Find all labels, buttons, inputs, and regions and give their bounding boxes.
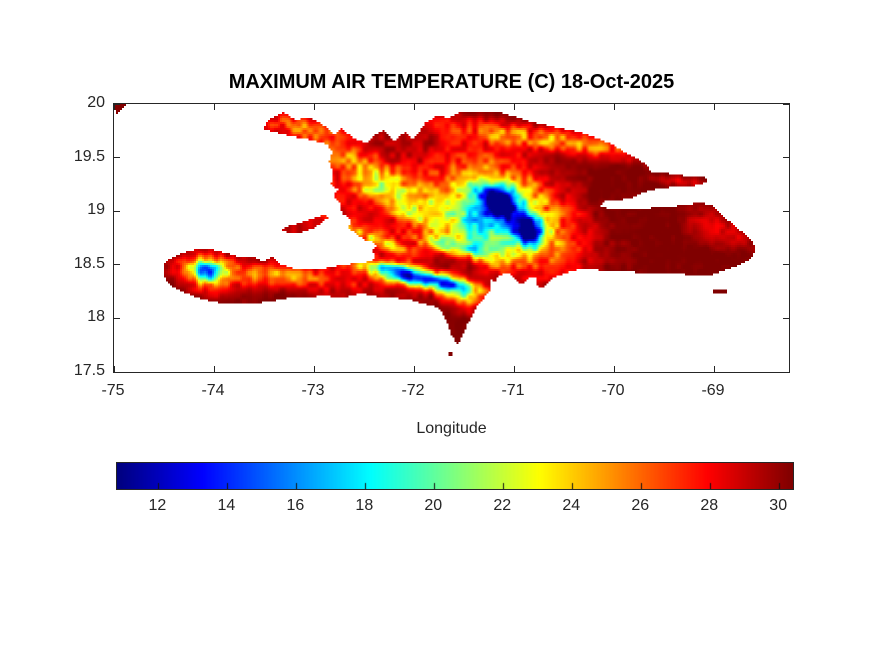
colorbar-tick-label: 24: [562, 497, 581, 514]
x-tick-label: -69: [701, 382, 725, 399]
colorbar-tick-label: 20: [424, 497, 443, 514]
colorbar-tick-label: 26: [631, 497, 650, 514]
axis-tick-mark: [114, 317, 120, 319]
x-tick-label: -71: [501, 382, 525, 399]
axis-tick-mark: [783, 317, 789, 319]
axis-tick-mark: [113, 366, 115, 372]
axis-tick-mark: [713, 104, 715, 110]
axis-tick-mark: [783, 371, 789, 373]
colorbar-tick-label: 12: [148, 497, 167, 514]
axis-tick-mark: [114, 371, 120, 373]
y-tick-label: 18.5: [73, 254, 105, 272]
colorbar-tick-label: 28: [700, 497, 719, 514]
colorbar-gradient-canvas: [117, 463, 793, 489]
axis-tick-mark: [114, 157, 120, 159]
colorbar: [116, 462, 794, 490]
y-tick-label: 18: [87, 308, 105, 326]
axis-tick-mark: [513, 104, 515, 110]
x-tick-label: -75: [101, 382, 125, 399]
axis-tick-mark: [413, 104, 415, 110]
x-tick-label: -74: [201, 382, 225, 399]
colorbar-tick-label: 14: [217, 497, 236, 514]
axis-tick-mark: [313, 366, 315, 372]
plot-title: MAXIMUM AIR TEMPERATURE (C) 18-Oct-2025: [228, 71, 675, 93]
y-tick-label: 19: [87, 201, 105, 219]
axis-tick-mark: [114, 103, 120, 105]
axis-tick-mark: [613, 366, 615, 372]
y-tick-label: 20: [87, 94, 105, 111]
axis-tick-mark: [713, 366, 715, 372]
plot-area: [113, 103, 790, 373]
axis-tick-mark: [114, 210, 120, 212]
x-tick-label: -73: [301, 382, 325, 399]
axis-tick-mark: [213, 366, 215, 372]
axis-tick-mark: [413, 366, 415, 372]
axis-tick-mark: [783, 103, 789, 105]
axis-tick-mark: [213, 104, 215, 110]
y-tick-label: 19.5: [73, 147, 105, 165]
colorbar-tick-label: 18: [355, 497, 374, 514]
axis-tick-mark: [783, 210, 789, 212]
axis-tick-mark: [313, 104, 315, 110]
y-tick-label: 17.5: [73, 362, 105, 379]
axis-tick-mark: [613, 104, 615, 110]
x-axis-label: Longitude: [416, 420, 487, 437]
axis-tick-mark: [783, 157, 789, 159]
colorbar-tick-label: 30: [769, 497, 788, 514]
axis-tick-mark: [783, 264, 789, 266]
axis-tick-mark: [113, 104, 115, 110]
axis-tick-mark: [513, 366, 515, 372]
x-tick-label: -72: [401, 382, 425, 399]
colorbar-tick-label: 16: [286, 497, 305, 514]
axis-tick-mark: [114, 264, 120, 266]
colorbar-tick-label: 22: [493, 497, 512, 514]
temperature-heatmap-canvas: [114, 104, 789, 372]
x-tick-label: -70: [601, 382, 625, 399]
